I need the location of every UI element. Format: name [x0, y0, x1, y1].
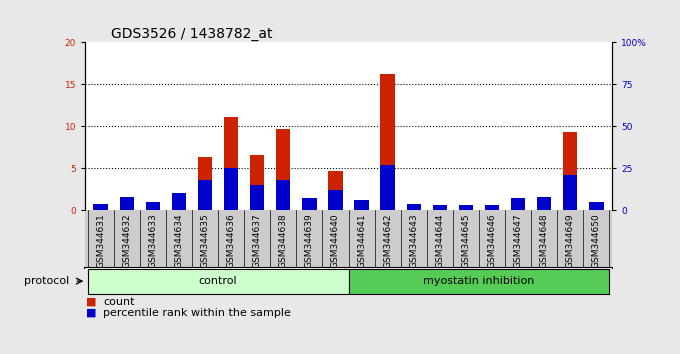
Text: GSM344643: GSM344643	[409, 213, 418, 268]
Text: ■: ■	[86, 308, 97, 318]
Bar	[198, 156, 212, 210]
Text: GDS3526 / 1438782_at: GDS3526 / 1438782_at	[112, 28, 273, 41]
Text: ■: ■	[86, 297, 97, 307]
Bar	[380, 74, 395, 210]
Bar	[276, 129, 290, 210]
FancyBboxPatch shape	[88, 269, 348, 294]
Bar	[172, 193, 186, 210]
Bar	[250, 185, 265, 210]
Bar	[250, 155, 265, 210]
Text: GSM344632: GSM344632	[122, 213, 131, 268]
Bar	[407, 205, 421, 210]
Text: GSM344635: GSM344635	[201, 213, 209, 268]
Bar	[563, 175, 577, 210]
Bar	[172, 194, 186, 210]
Bar	[328, 190, 343, 210]
Bar	[354, 200, 369, 210]
Bar	[485, 208, 499, 210]
Bar	[563, 132, 577, 210]
Bar	[432, 209, 447, 210]
Bar	[589, 208, 604, 210]
Bar	[120, 201, 134, 210]
Text: protocol: protocol	[24, 276, 69, 286]
Bar	[537, 197, 551, 210]
Bar	[146, 202, 160, 210]
Bar	[302, 207, 317, 210]
Bar	[537, 200, 551, 210]
Text: GSM344636: GSM344636	[226, 213, 235, 268]
Bar	[432, 205, 447, 210]
FancyBboxPatch shape	[348, 269, 609, 294]
Text: GSM344637: GSM344637	[253, 213, 262, 268]
Bar	[407, 204, 421, 210]
Bar	[93, 208, 108, 210]
Text: GSM344638: GSM344638	[279, 213, 288, 268]
Text: GSM344648: GSM344648	[540, 213, 549, 268]
Bar	[511, 199, 525, 210]
Text: GSM344644: GSM344644	[435, 213, 444, 268]
Text: GSM344649: GSM344649	[566, 213, 575, 268]
Bar	[511, 201, 525, 210]
Text: GSM344641: GSM344641	[357, 213, 366, 268]
Text: myostatin inhibition: myostatin inhibition	[423, 276, 534, 286]
Bar	[302, 199, 317, 210]
Text: control: control	[199, 276, 237, 286]
Bar	[120, 197, 134, 210]
Bar	[198, 180, 212, 210]
Bar	[459, 205, 473, 210]
Bar	[589, 202, 604, 210]
Bar	[224, 117, 238, 210]
Text: percentile rank within the sample: percentile rank within the sample	[103, 308, 291, 318]
Bar	[459, 208, 473, 210]
Bar	[328, 171, 343, 210]
Bar	[93, 204, 108, 210]
Text: GSM344631: GSM344631	[96, 213, 105, 268]
Text: GSM344650: GSM344650	[592, 213, 601, 268]
Bar	[224, 168, 238, 210]
Bar	[354, 201, 369, 210]
Bar	[485, 205, 499, 210]
Text: GSM344642: GSM344642	[383, 213, 392, 268]
Bar	[380, 165, 395, 210]
Text: GSM344646: GSM344646	[488, 213, 496, 268]
Text: GSM344645: GSM344645	[462, 213, 471, 268]
Text: GSM344640: GSM344640	[331, 213, 340, 268]
Text: GSM344647: GSM344647	[513, 213, 522, 268]
Text: count: count	[103, 297, 135, 307]
Bar	[276, 180, 290, 210]
Text: GSM344634: GSM344634	[175, 213, 184, 268]
Text: GSM344633: GSM344633	[148, 213, 157, 268]
Bar	[146, 204, 160, 210]
Text: GSM344639: GSM344639	[305, 213, 314, 268]
